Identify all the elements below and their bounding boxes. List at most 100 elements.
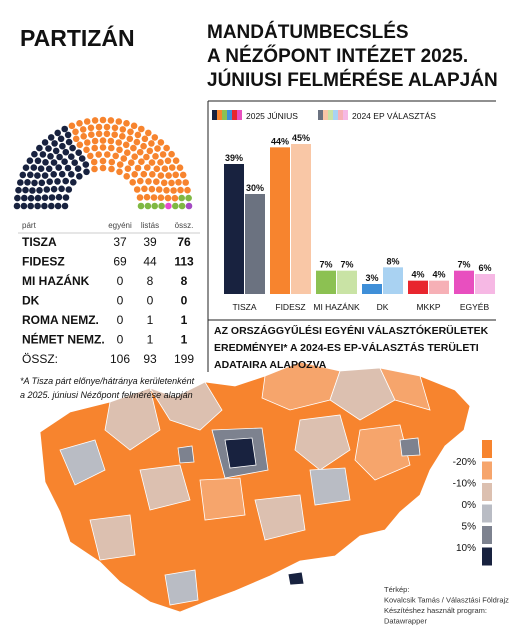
table-cell: 8 — [181, 274, 188, 288]
seat — [165, 202, 172, 210]
seat — [131, 171, 138, 178]
table-cell: 0 — [147, 294, 154, 308]
bar — [383, 267, 403, 294]
map — [39, 361, 471, 613]
seat — [177, 186, 184, 194]
x-tick-label: TISZA — [232, 302, 256, 312]
seat — [133, 138, 141, 146]
seat — [14, 194, 21, 202]
seat — [148, 140, 155, 147]
legend-label: -20% — [453, 457, 476, 468]
seat — [65, 138, 73, 146]
legend-swatch — [217, 110, 222, 120]
seat — [134, 131, 142, 139]
table-header: párt — [22, 221, 37, 230]
legend-swatch — [338, 110, 343, 120]
bar — [337, 270, 357, 294]
seat — [62, 177, 69, 185]
seat — [34, 202, 41, 210]
legend-swatch — [323, 110, 328, 120]
bar — [408, 280, 428, 294]
seat — [61, 125, 68, 133]
seat — [95, 130, 103, 138]
seat — [87, 152, 94, 160]
seat — [83, 146, 90, 154]
seat — [30, 164, 38, 171]
seat — [31, 150, 38, 158]
seat — [159, 151, 167, 158]
seat — [136, 194, 144, 201]
x-tick-label: FIDESZ — [275, 302, 305, 312]
party-name: ROMA NEMZ. — [22, 313, 99, 327]
legend-box — [482, 461, 492, 480]
table-cell: 0 — [181, 294, 188, 308]
map-region — [139, 464, 191, 511]
seat — [168, 179, 175, 187]
seat — [99, 116, 107, 124]
seat — [138, 158, 145, 165]
seat — [145, 129, 152, 137]
map-region — [294, 414, 351, 471]
seat — [124, 149, 131, 156]
seat — [163, 144, 170, 152]
seat — [47, 134, 55, 141]
legend-box — [482, 483, 492, 501]
seat — [185, 194, 192, 202]
value-label: 45% — [292, 133, 310, 143]
seat — [108, 144, 115, 152]
seat — [27, 171, 34, 179]
seat — [78, 155, 86, 162]
value-label: 7% — [319, 260, 332, 270]
seat — [116, 161, 124, 168]
seat — [136, 148, 144, 156]
seat — [71, 159, 78, 166]
bar — [291, 144, 311, 294]
seat — [83, 168, 90, 176]
value-label: 4% — [432, 270, 445, 280]
party-name: MI HAZÁNK — [22, 273, 90, 288]
seat — [91, 137, 99, 145]
seat — [157, 159, 164, 166]
seat — [22, 186, 29, 194]
value-label: 39% — [225, 153, 243, 163]
seat — [108, 158, 116, 166]
legend-swatch — [333, 110, 338, 120]
seat — [41, 194, 49, 201]
x-tick-label: DK — [377, 302, 389, 312]
table-cell: 0 — [117, 333, 124, 347]
seat — [128, 159, 135, 166]
seat — [36, 187, 43, 194]
seat — [80, 133, 87, 140]
seat — [164, 194, 172, 202]
seat — [158, 202, 165, 210]
seat — [54, 202, 62, 210]
table-cell: 1 — [147, 313, 154, 327]
party-name: FIDESZ — [22, 255, 65, 269]
bar — [475, 274, 495, 294]
bar — [362, 284, 382, 294]
seat — [13, 202, 21, 210]
seat — [26, 157, 34, 164]
seat — [46, 178, 53, 185]
seat — [62, 148, 70, 156]
seat — [168, 150, 175, 158]
seat — [54, 129, 61, 137]
seat — [47, 153, 54, 160]
total-cell: 106 — [110, 352, 130, 366]
seat — [153, 165, 161, 173]
legend-label: 5% — [462, 522, 477, 533]
credit: Térkép: — [384, 585, 409, 594]
seat — [130, 144, 137, 152]
seat — [107, 137, 115, 145]
seat — [50, 171, 57, 178]
credit: Datawrapper — [384, 617, 427, 626]
seat — [64, 131, 72, 139]
map-region — [399, 437, 421, 457]
seat — [133, 186, 141, 193]
seat — [154, 145, 161, 152]
legend-swatch — [343, 110, 348, 120]
seat — [87, 124, 95, 132]
table-cell: 69 — [113, 255, 127, 269]
seat — [22, 164, 30, 171]
seat — [39, 151, 47, 158]
